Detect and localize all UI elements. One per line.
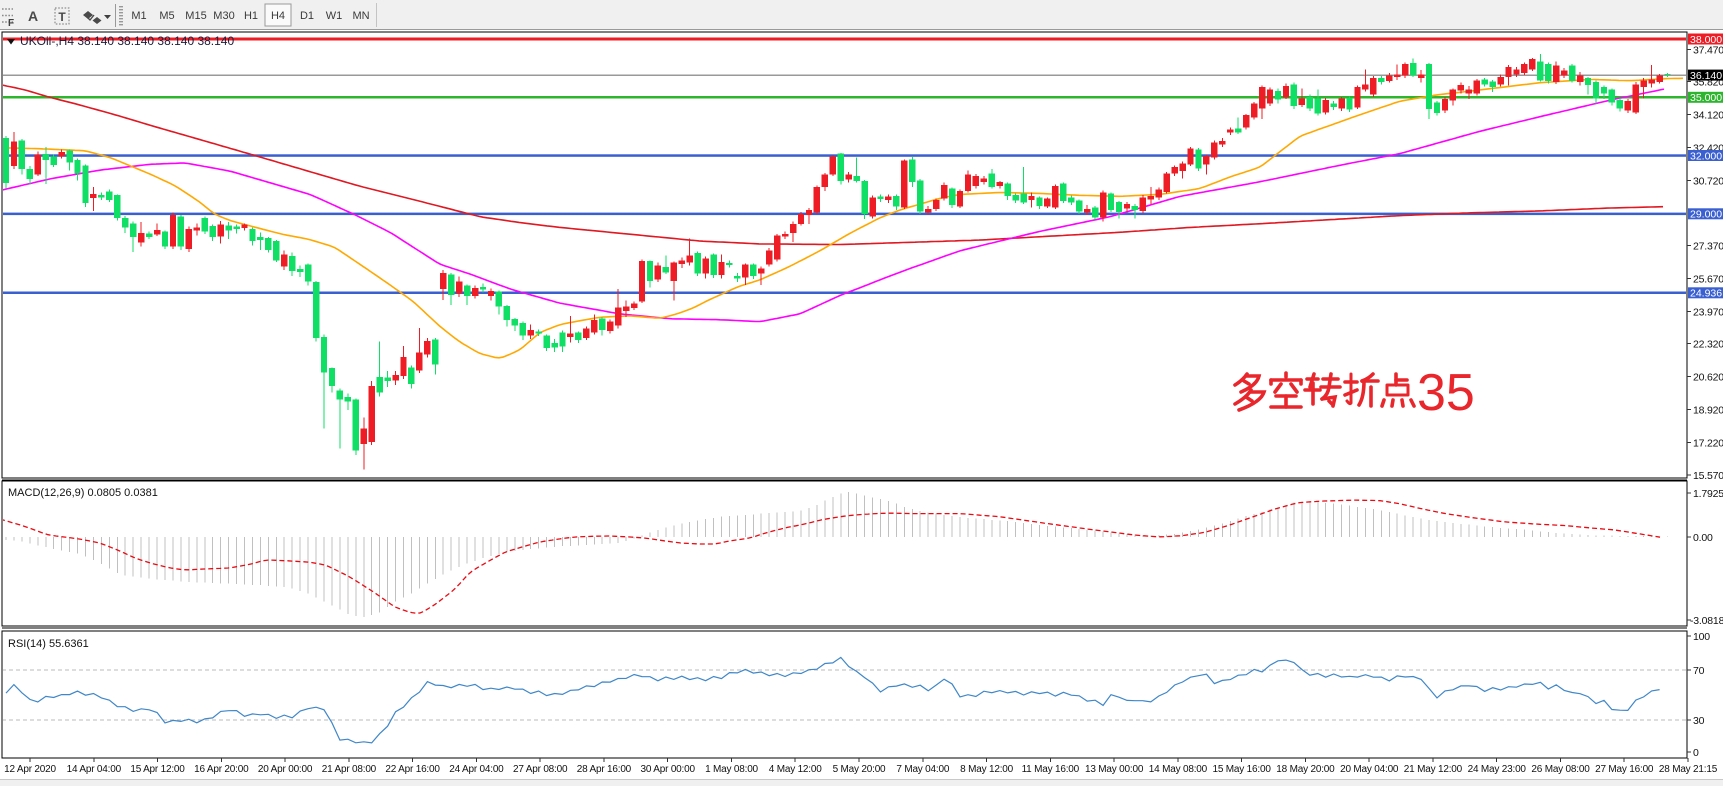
svg-text:26 May 08:00: 26 May 08:00 bbox=[1531, 764, 1590, 775]
svg-text:11 May 16:00: 11 May 16:00 bbox=[1022, 764, 1080, 775]
svg-text:18.920: 18.920 bbox=[1693, 405, 1723, 417]
svg-text:0.00: 0.00 bbox=[1693, 532, 1713, 544]
svg-text:1 May 08:00: 1 May 08:00 bbox=[705, 764, 758, 775]
svg-text:D1: D1 bbox=[300, 10, 314, 22]
svg-text:24.936: 24.936 bbox=[1690, 288, 1722, 300]
svg-text:MN: MN bbox=[352, 10, 369, 22]
svg-text:35.000: 35.000 bbox=[1690, 92, 1722, 104]
svg-text:28 May 21:15: 28 May 21:15 bbox=[1659, 764, 1718, 775]
svg-text:20 Apr 00:00: 20 Apr 00:00 bbox=[258, 764, 313, 775]
svg-text:17.220: 17.220 bbox=[1693, 438, 1723, 450]
svg-text:38.000: 38.000 bbox=[1690, 34, 1722, 46]
svg-text:30: 30 bbox=[1693, 715, 1705, 727]
svg-text:20 May 04:00: 20 May 04:00 bbox=[1340, 764, 1399, 775]
svg-text:1.7925: 1.7925 bbox=[1693, 488, 1723, 500]
svg-text:5 May 20:00: 5 May 20:00 bbox=[833, 764, 886, 775]
svg-text:16 Apr 20:00: 16 Apr 20:00 bbox=[194, 764, 249, 775]
svg-text:7 May 04:00: 7 May 04:00 bbox=[896, 764, 949, 775]
svg-text:8 May 12:00: 8 May 12:00 bbox=[960, 764, 1013, 775]
svg-text:14 May 08:00: 14 May 08:00 bbox=[1149, 764, 1208, 775]
svg-text:27.370: 27.370 bbox=[1693, 241, 1723, 253]
svg-text:4 May 12:00: 4 May 12:00 bbox=[769, 764, 822, 775]
svg-text:23.970: 23.970 bbox=[1693, 307, 1723, 319]
svg-text:35: 35 bbox=[1417, 364, 1475, 422]
svg-text:30.720: 30.720 bbox=[1693, 175, 1723, 187]
svg-text:F: F bbox=[8, 18, 14, 29]
svg-text:18 May 20:00: 18 May 20:00 bbox=[1276, 764, 1335, 775]
svg-text:28 Apr 16:00: 28 Apr 16:00 bbox=[577, 764, 632, 775]
svg-text:37.470: 37.470 bbox=[1693, 44, 1723, 56]
svg-text:H1: H1 bbox=[244, 10, 258, 22]
svg-text:A: A bbox=[28, 8, 38, 24]
svg-text:15.570: 15.570 bbox=[1693, 470, 1723, 482]
svg-text:UKOil-,H4 38.140 38.140 38.14: UKOil-,H4 38.140 38.140 38.140 38.140 bbox=[20, 34, 234, 48]
svg-text:12 Apr 2020: 12 Apr 2020 bbox=[4, 764, 56, 775]
svg-text:0: 0 bbox=[1693, 747, 1699, 759]
svg-text:13 May 00:00: 13 May 00:00 bbox=[1085, 764, 1144, 775]
svg-text:H4: H4 bbox=[271, 10, 285, 22]
svg-text:36.140: 36.140 bbox=[1690, 70, 1722, 82]
svg-text:M5: M5 bbox=[159, 10, 174, 22]
svg-text:15 May 16:00: 15 May 16:00 bbox=[1212, 764, 1271, 775]
svg-text:32.000: 32.000 bbox=[1690, 150, 1722, 162]
svg-text:14 Apr 04:00: 14 Apr 04:00 bbox=[67, 764, 122, 775]
svg-text:29.000: 29.000 bbox=[1690, 209, 1722, 221]
svg-text:22.320: 22.320 bbox=[1693, 339, 1723, 351]
svg-text:M1: M1 bbox=[131, 10, 146, 22]
svg-text:T: T bbox=[58, 10, 66, 24]
svg-text:22 Apr 16:00: 22 Apr 16:00 bbox=[385, 764, 440, 775]
svg-text:W1: W1 bbox=[326, 10, 343, 22]
svg-text:-3.0818: -3.0818 bbox=[1690, 615, 1723, 627]
svg-text:15 Apr 12:00: 15 Apr 12:00 bbox=[130, 764, 185, 775]
svg-text:100: 100 bbox=[1693, 631, 1710, 643]
svg-text:M15: M15 bbox=[185, 10, 206, 22]
svg-text:RSI(14) 55.6361: RSI(14) 55.6361 bbox=[8, 638, 89, 650]
svg-text:27 Apr 08:00: 27 Apr 08:00 bbox=[513, 764, 568, 775]
svg-text:20.620: 20.620 bbox=[1693, 372, 1723, 384]
svg-text:21 May 12:00: 21 May 12:00 bbox=[1404, 764, 1463, 775]
svg-text:MACD(12,26,9) 0.0805 0.0381: MACD(12,26,9) 0.0805 0.0381 bbox=[8, 487, 158, 499]
svg-text:25.670: 25.670 bbox=[1693, 274, 1723, 286]
svg-text:21 Apr 08:00: 21 Apr 08:00 bbox=[322, 764, 377, 775]
svg-text:M30: M30 bbox=[213, 10, 234, 22]
svg-text:34.120: 34.120 bbox=[1693, 109, 1723, 121]
svg-text:30 Apr 00:00: 30 Apr 00:00 bbox=[641, 764, 696, 775]
svg-text:24 May 23:00: 24 May 23:00 bbox=[1468, 764, 1527, 775]
svg-text:24 Apr 04:00: 24 Apr 04:00 bbox=[449, 764, 504, 775]
svg-text:70: 70 bbox=[1693, 665, 1705, 677]
svg-text:27 May 16:00: 27 May 16:00 bbox=[1595, 764, 1654, 775]
